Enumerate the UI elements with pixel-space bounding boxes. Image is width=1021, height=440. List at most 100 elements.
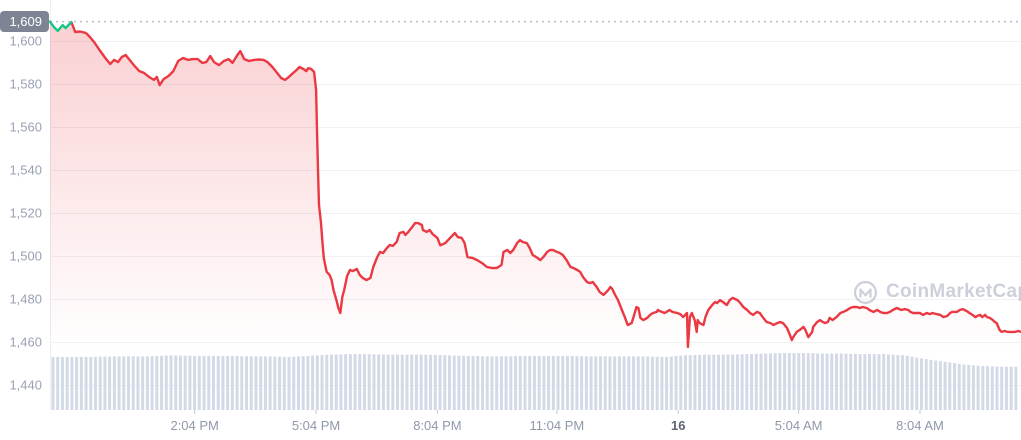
volume-bar — [433, 354, 437, 410]
volume-bar — [278, 356, 282, 410]
volume-bar — [603, 356, 607, 410]
y-axis-label: 1,460 — [9, 334, 42, 350]
volume-bar — [51, 357, 55, 410]
volume-bar — [801, 353, 805, 410]
volume-bar — [287, 357, 291, 410]
volume-bar — [56, 357, 60, 410]
volume-bar — [698, 354, 702, 410]
volume-bar — [882, 354, 886, 410]
volume-bar — [230, 355, 234, 410]
volume-bar — [839, 353, 843, 410]
volume-bar — [655, 356, 659, 410]
volume-bar — [377, 354, 381, 410]
volume-bar — [971, 365, 975, 410]
y-axis-label: 1,580 — [9, 76, 42, 92]
volume-bar — [641, 356, 645, 410]
volume-bar — [447, 355, 451, 410]
volume-bar — [518, 356, 522, 410]
y-axis-label: 1,560 — [9, 119, 42, 135]
volume-bar — [580, 356, 584, 410]
volume-bar — [207, 355, 211, 410]
price-line-up — [48, 20, 73, 33]
volume-bar — [174, 355, 178, 410]
x-axis-label: 2:04 PM — [170, 418, 219, 433]
volume-bar — [509, 356, 513, 410]
volume-bar — [905, 355, 909, 410]
volume-bar — [315, 355, 319, 410]
volume-bar — [537, 355, 541, 410]
volume-bar — [849, 353, 853, 410]
volume-bar — [636, 356, 640, 410]
volume-bar — [995, 366, 999, 410]
volume-bar — [419, 354, 423, 410]
volume-bar — [381, 354, 385, 410]
volume-bar — [301, 356, 305, 410]
volume-bar — [160, 355, 164, 410]
volume-bar — [934, 360, 938, 410]
volume-bar — [400, 354, 404, 410]
volume-bar — [259, 356, 263, 410]
volume-bar — [717, 354, 721, 410]
volume-bar — [943, 361, 947, 410]
volume-bar — [476, 356, 480, 410]
volume-bar — [773, 353, 777, 410]
volume-bar — [504, 356, 508, 410]
volume-bar — [679, 355, 683, 410]
y-axis-label: 1,500 — [9, 248, 42, 264]
volume-bar — [650, 356, 654, 410]
volume-bar — [495, 356, 499, 410]
volume-bar — [155, 356, 159, 410]
y-axis-label: 1,520 — [9, 205, 42, 221]
volume-bar — [98, 356, 102, 410]
volume-bar — [825, 353, 829, 410]
volume-bar — [830, 353, 834, 410]
volume-bar — [688, 355, 692, 410]
volume-bar — [693, 355, 697, 410]
volume-bar — [391, 354, 395, 410]
volume-bar — [240, 356, 244, 410]
volume-bar — [745, 354, 749, 410]
volume-bar — [561, 355, 565, 410]
volume-bar — [853, 353, 857, 410]
volume-bar — [726, 354, 730, 410]
volume-bar — [858, 354, 862, 410]
volume-bar — [254, 356, 258, 410]
volume-bar — [768, 353, 772, 410]
volume-bar — [136, 356, 140, 410]
volume-bar — [759, 353, 763, 410]
volume-bar — [131, 356, 135, 410]
volume-bar — [754, 353, 758, 410]
volume-bar — [915, 357, 919, 410]
volume-bar — [660, 356, 664, 410]
volume-bar — [60, 357, 64, 410]
volume-bar — [584, 356, 588, 410]
volume-bar — [344, 354, 348, 410]
volume-bar — [273, 356, 277, 410]
volume-bar — [429, 354, 433, 410]
volume-bar — [197, 355, 201, 410]
volume-bar — [735, 354, 739, 410]
volume-bar — [575, 356, 579, 410]
volume-bar — [353, 354, 357, 410]
volume-bar — [523, 355, 527, 410]
volume-bar — [797, 353, 801, 410]
volume-bar — [608, 356, 612, 410]
volume-bar — [325, 354, 329, 410]
volume-bar — [787, 353, 791, 410]
volume-bar — [122, 356, 126, 410]
volume-bar — [75, 357, 79, 410]
volume-bar — [528, 355, 532, 410]
volume-bar — [164, 355, 168, 410]
volume-bar — [886, 354, 890, 410]
volume-bar — [929, 359, 933, 410]
volume-bar — [84, 357, 88, 410]
volume-bar — [613, 356, 617, 410]
volume-bar — [358, 354, 362, 410]
volume-bar — [249, 356, 253, 410]
volume-bar — [1014, 366, 1018, 410]
volume-bar — [103, 356, 107, 410]
volume-bar — [976, 365, 980, 410]
volume-bar — [863, 354, 867, 410]
volume-bar — [292, 356, 296, 410]
